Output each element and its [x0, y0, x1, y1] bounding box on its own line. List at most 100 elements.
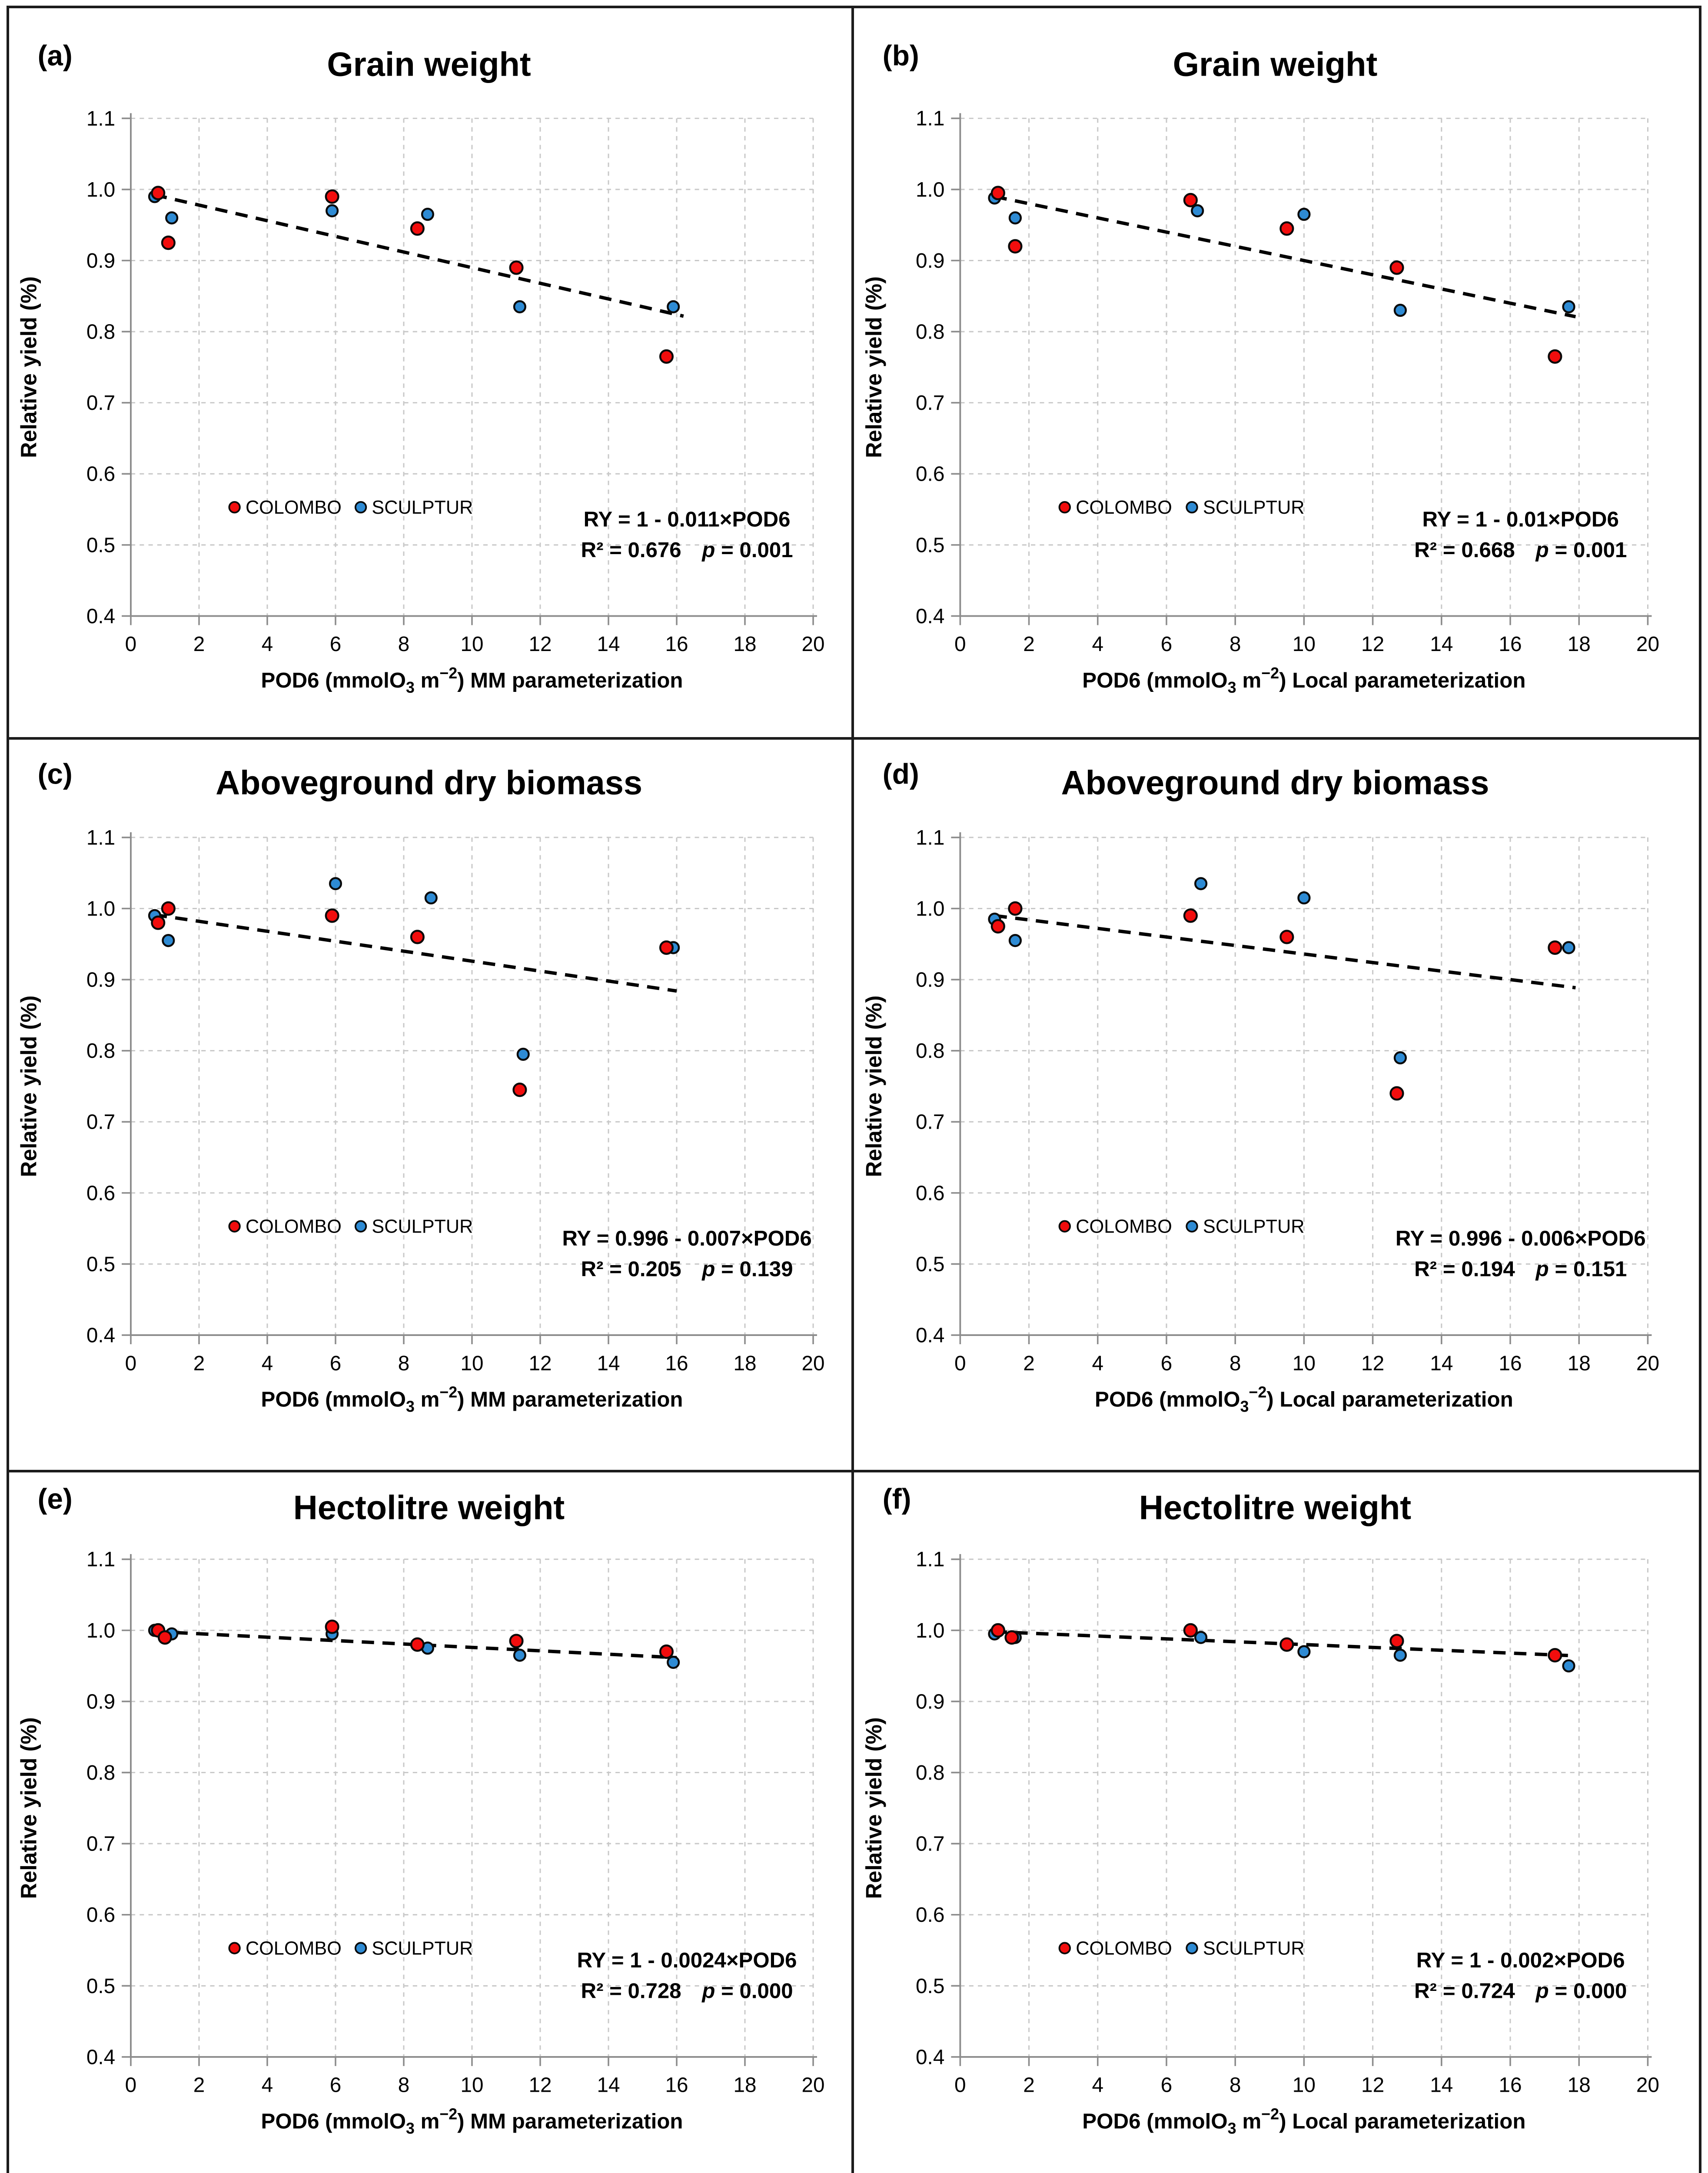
tick-labels: 0.4 0.5 0.6 0.7 0.8 0.9 1.0 1.1 0 2 4 6 8 10 12 14 16 18 2…	[916, 827, 1659, 1375]
legend-label-sculptur: SCULPTUR	[1203, 497, 1305, 518]
panel-b: 0.4 0.5 0.6 0.7 0.8 0.9 1.0 1.1 0 2 4 6 8 10 12 14 16 18 2…	[854, 8, 1699, 740]
y-tick-label: 1.1	[916, 827, 945, 850]
data-point-colombo	[512, 1083, 527, 1098]
trend-line	[994, 914, 1576, 990]
trend-line	[994, 1629, 1576, 1657]
x-axis-label: POD6 (mmolO3 m−2) MM parameterization	[261, 665, 683, 696]
panel-label: (a)	[38, 40, 73, 72]
data-point-sculptur	[667, 300, 680, 313]
regression-equation: RY = 0.996 - 0.007×POD6	[562, 1227, 811, 1251]
legend-dot-colombo	[228, 501, 241, 514]
x-tick-label: 8	[398, 1352, 410, 1376]
y-tick-label: 0.6	[86, 1903, 115, 1926]
data-point-colombo	[325, 189, 339, 204]
legend-label-sculptur: SCULPTUR	[372, 1937, 473, 1958]
panel-f-chart: 0.4 0.5 0.6 0.7 0.8 0.9 1.0 1.1 0 2 4 6 8 10 12 14 16 18 2…	[861, 1482, 1659, 2136]
x-tick-label: 10	[460, 2073, 483, 2096]
legend-dot-sculptur	[1186, 501, 1198, 514]
series-colombo	[151, 186, 674, 364]
panel-label: (b)	[883, 40, 919, 72]
legend-dot-sculptur	[1186, 1941, 1198, 1954]
data-point-colombo	[659, 1644, 674, 1658]
data-point-sculptur	[1008, 934, 1022, 948]
x-tick-label: 18	[1568, 2073, 1591, 2096]
x-tick-label: 6	[1161, 1352, 1173, 1376]
x-tick-label: 16	[1499, 633, 1522, 656]
chart-title: Aboveground dry biomass	[216, 764, 642, 802]
panel-a-chart: 0.4 0.5 0.6 0.7 0.8 0.9 1.0 1.1 0 2 4 6 8 10 12 14 16 18 2…	[17, 40, 825, 696]
y-tick-label: 0.8	[916, 1761, 945, 1784]
y-tick-label: 0.4	[916, 605, 945, 628]
series-sculptur	[988, 191, 1575, 317]
data-point-sculptur	[165, 211, 179, 225]
x-tick-label: 16	[1499, 2073, 1522, 2096]
y-tick-label: 0.9	[86, 1690, 115, 1713]
regression-equation: RY = 1 - 0.011×POD6	[584, 507, 791, 531]
x-tick-label: 4	[262, 1352, 273, 1376]
series-colombo	[990, 1622, 1562, 1662]
y-tick-label: 0.9	[916, 249, 945, 272]
legend-dot-sculptur	[354, 501, 367, 514]
x-tick-label: 18	[734, 1352, 757, 1376]
data-point-sculptur	[1194, 1630, 1208, 1644]
y-axis-label: Relative yield (%)	[17, 1717, 41, 1898]
axes	[951, 113, 1652, 625]
y-tick-label: 0.6	[916, 463, 945, 486]
x-tick-label: 4	[262, 633, 273, 656]
data-point-colombo	[509, 1633, 524, 1648]
y-tick-label: 0.5	[86, 1253, 115, 1276]
chart-title: Aboveground dry biomass	[1061, 764, 1489, 802]
series-colombo	[990, 186, 1562, 364]
y-tick-label: 0.5	[916, 534, 945, 557]
y-tick-label: 1.1	[86, 1548, 115, 1571]
x-tick-label: 12	[528, 633, 552, 656]
x-tick-label: 20	[1636, 633, 1659, 656]
legend: COLOMBO SCULPTUR	[1058, 497, 1305, 518]
x-tick-label: 8	[1229, 633, 1241, 656]
data-point-sculptur	[513, 300, 526, 313]
series-colombo	[151, 1619, 674, 1658]
x-tick-label: 4	[262, 2073, 273, 2096]
data-point-sculptur	[1191, 204, 1204, 218]
y-tick-label: 1.1	[916, 107, 945, 130]
x-tick-label: 6	[330, 1352, 342, 1376]
regression-stats: R² = 0.205 p = 0.139	[581, 1257, 793, 1281]
panel-label: (d)	[883, 758, 919, 790]
tick-labels: 0.4 0.5 0.6 0.7 0.8 0.9 1.0 1.1 0 2 4 6 8 10 12 14 16 18 2…	[86, 107, 825, 656]
data-point-sculptur	[667, 1655, 680, 1668]
legend-dot-colombo	[1058, 1220, 1071, 1233]
series-colombo	[990, 901, 1562, 1101]
panel-c-chart: 0.4 0.5 0.6 0.7 0.8 0.9 1.0 1.1 0 2 4 6 8 10 12 14 16 18 2…	[17, 758, 825, 1415]
data-point-sculptur	[421, 208, 435, 221]
legend-label-sculptur: SCULPTUR	[1203, 1217, 1305, 1238]
chart-title: Grain weight	[327, 46, 531, 83]
data-point-colombo	[509, 260, 524, 275]
x-tick-label: 0	[125, 633, 137, 656]
x-tick-label: 14	[597, 633, 620, 656]
y-tick-label: 0.9	[86, 969, 115, 992]
y-tick-label: 1.1	[86, 827, 115, 850]
data-point-colombo	[1389, 1086, 1404, 1101]
trend-line	[154, 193, 684, 318]
y-tick-label: 0.7	[86, 1832, 115, 1855]
y-tick-label: 0.8	[916, 321, 945, 344]
y-tick-label: 0.5	[86, 534, 115, 557]
data-point-sculptur	[162, 934, 175, 948]
legend-dot-colombo	[1058, 1941, 1071, 1954]
panel-a: 0.4 0.5 0.6 0.7 0.8 0.9 1.0 1.1 0 2 4 6 8 10 12 14 16 18 2…	[9, 8, 854, 740]
axes	[122, 1553, 817, 2066]
gridlines	[130, 117, 814, 616]
x-tick-label: 0	[954, 1352, 966, 1376]
series-colombo	[151, 901, 674, 1098]
x-tick-label: 20	[802, 633, 825, 656]
data-point-sculptur	[1562, 300, 1575, 313]
regression-stats: R² = 0.668 p = 0.001	[1414, 538, 1627, 562]
x-axis-label: POD6 (mmolO3 m−2) Local parameterization	[1082, 2105, 1525, 2136]
y-tick-label: 0.9	[86, 249, 115, 272]
data-point-colombo	[1279, 930, 1294, 945]
data-point-colombo	[1279, 221, 1294, 236]
series-sculptur	[148, 877, 680, 1061]
x-tick-label: 14	[597, 1352, 620, 1376]
x-tick-label: 4	[1092, 2073, 1103, 2096]
data-point-colombo	[1008, 239, 1023, 254]
